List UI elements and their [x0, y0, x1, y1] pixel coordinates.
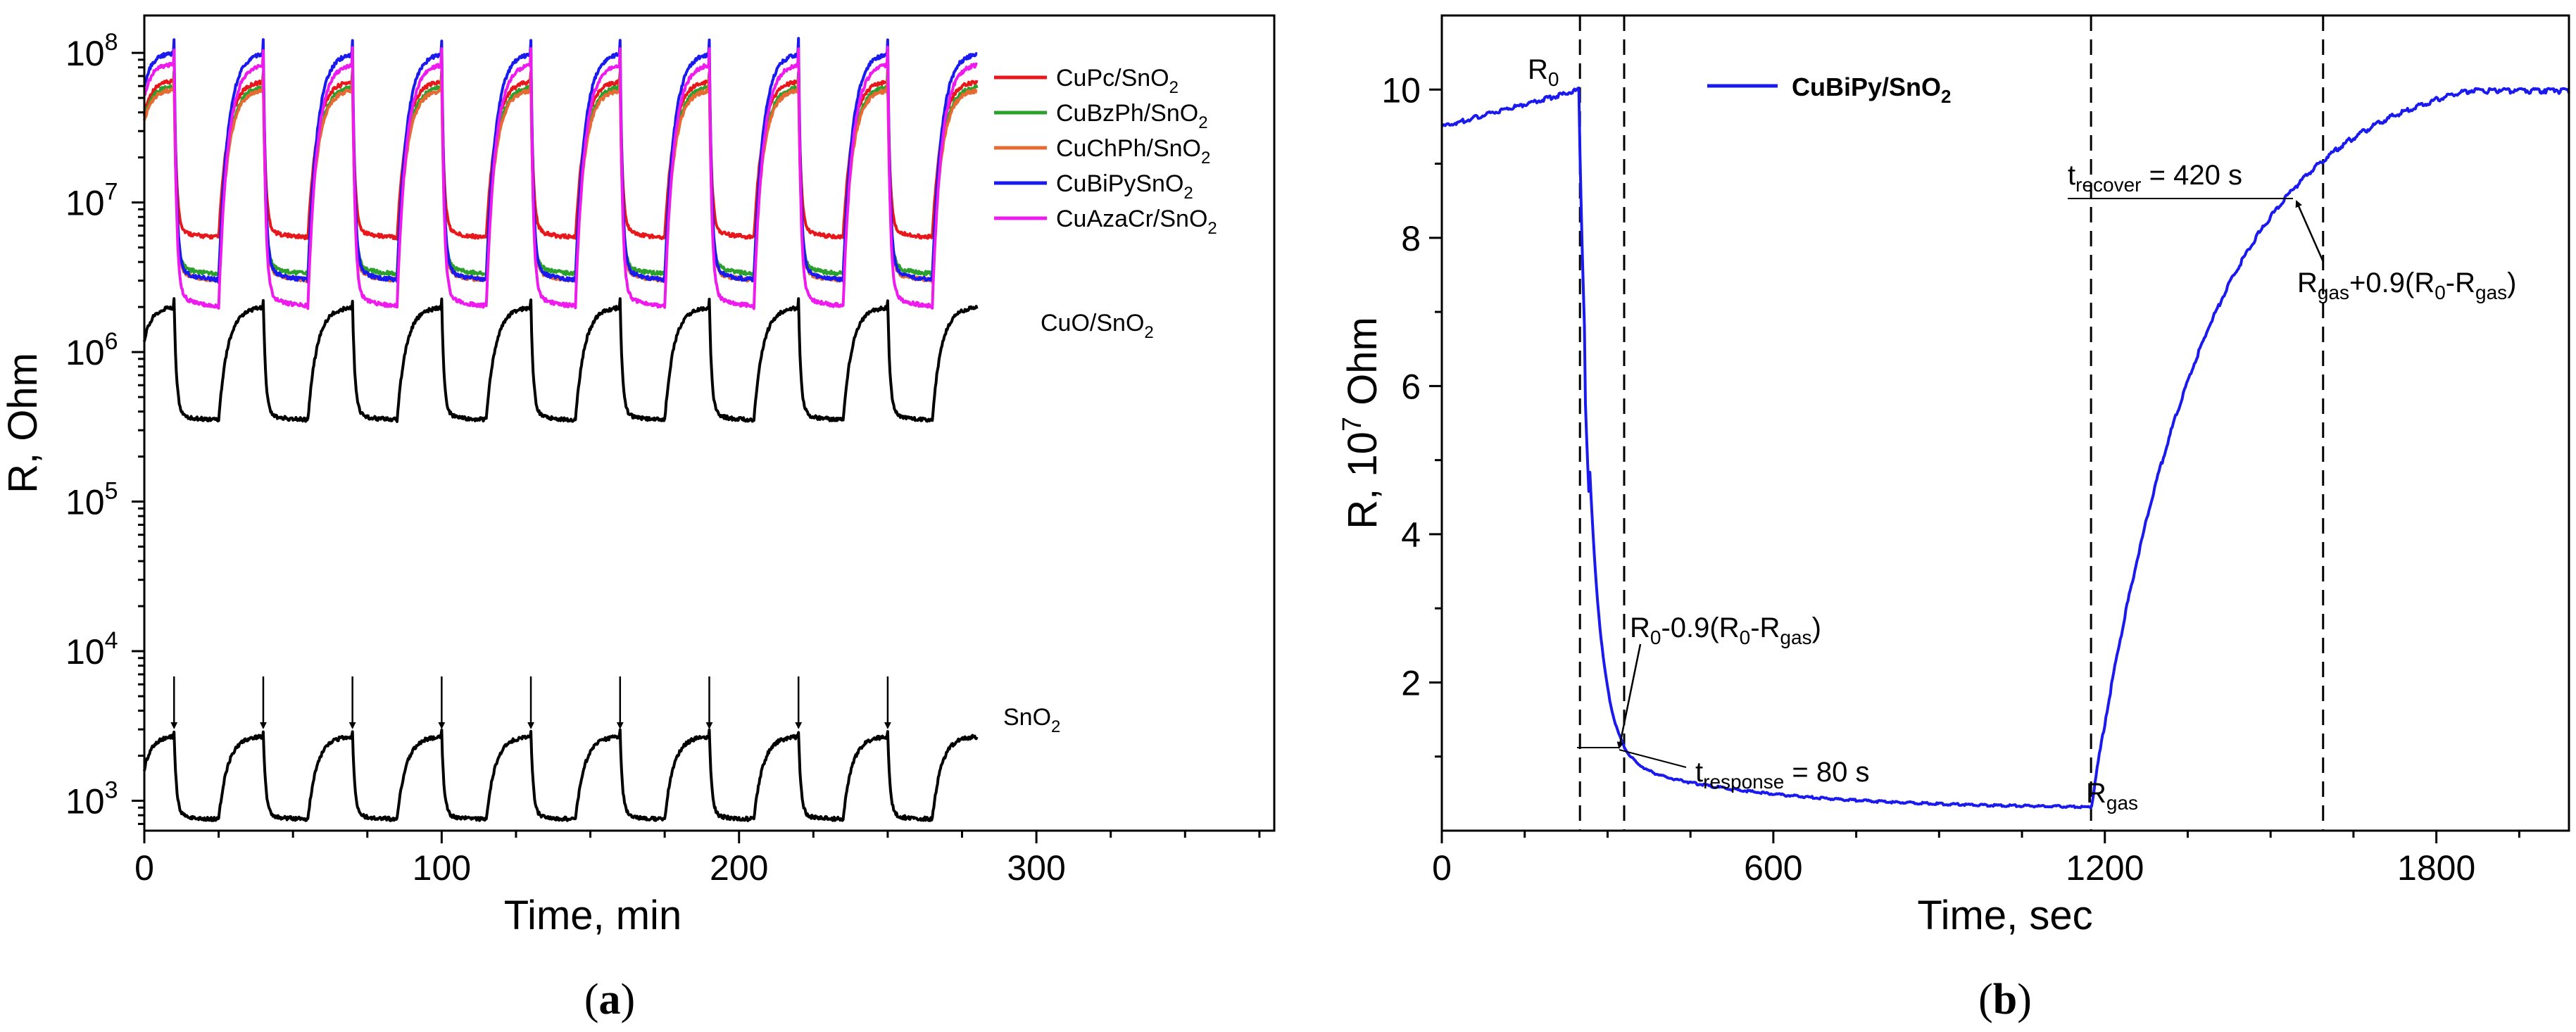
chart-b-y-tick-label: 2 [1401, 663, 1421, 703]
chart-a-y-tick-label: 106 [65, 328, 118, 372]
legend-label: CuPc/SnO2 [1056, 65, 1179, 97]
chart-b-x-tick-label: 600 [1744, 848, 1802, 888]
chart-a-plot-frame [143, 14, 1276, 832]
t-response-label: tresponse = 80 s [1695, 757, 1870, 793]
cuo-sno2-label: CuO/SnO2 [1041, 310, 1154, 342]
chart-b-y-tick-label: 8 [1401, 219, 1421, 258]
chart-a-x-tick-label: 300 [1007, 848, 1065, 888]
chart-b-series [1440, 86, 2570, 810]
chart-b-x-tick-label: 1200 [2066, 848, 2144, 888]
chart-a-y-tick-label: 108 [65, 29, 118, 73]
chart-a-series-cuo-sno2 [143, 297, 979, 423]
chart-a-y-ticks: 103 104 105 106 107 108 [65, 29, 144, 825]
chart-a-series-cupc-sno2 [143, 68, 979, 241]
legend-label: CuChPh/SnO2 [1056, 135, 1210, 168]
recover-arrow [2295, 200, 2325, 263]
chart-a-series-cuazacr-sno2 [143, 45, 979, 310]
chart-b: 0 600 1200 1800 2 4 6 8 10 Time, sec R, 107 Ohm… [1338, 14, 2570, 1024]
chart-a-y-tick-label: 103 [65, 777, 118, 822]
recover-formula: Rgas+0.9(R0-Rgas) [2297, 268, 2517, 303]
chart-b-legend: CuBiPy/SnO2 [1707, 73, 1952, 107]
legend-label: CuAzaCr/SnO2 [1056, 206, 1217, 238]
response-leader [1619, 749, 1687, 768]
chart-b-vertical-lines [1578, 15, 2325, 831]
chart-b-x-tick-label: 1800 [2397, 848, 2475, 888]
chart-a-series [143, 37, 979, 822]
chart-a-panel-label: (a) [584, 976, 635, 1024]
chart-b-panel-label: (b) [1978, 976, 2032, 1024]
chart-a-x-axis-title: Time, min [504, 893, 681, 938]
chart-a-legend: CuPc/SnO2CuBzPh/SnO2CuChPh/SnO2CuBiPySnO… [994, 65, 1217, 238]
chart-b-y-tick-label: 10 [1381, 70, 1421, 110]
response-formula: R0-0.9(R0-Rgas) [1630, 612, 1821, 648]
r0-label: R0 [1528, 54, 1559, 90]
chart-b-y-ticks: 2 4 6 8 10 [1381, 70, 1442, 758]
response-arrow [1616, 643, 1642, 749]
chart-b-x-tick-label: 0 [1432, 848, 1452, 888]
rgas-label: Rgas [2086, 778, 2138, 814]
chart-b-annotations: R0 Rgas R0-0.9(R0-Rgas) tresponse = 80 s… [1528, 54, 2517, 814]
legend-label: CuBzPh/SnO2 [1056, 100, 1208, 132]
chart-b-series-cubipy-sno2 [1440, 86, 2570, 810]
sno2-label: SnO2 [1003, 704, 1060, 736]
chart-b-x-axis-title: Time, sec [1917, 893, 2092, 938]
chart-b-plot-frame [1440, 14, 2570, 832]
chart-a-series-cubzph-sno2 [143, 71, 979, 278]
legend-label: CuBiPySnO2 [1056, 170, 1193, 203]
chart-a-y-axis-title: R, Ohm [0, 353, 46, 493]
chart-a-series-cubipysno2 [143, 37, 978, 284]
chart-b-y-tick-label: 4 [1401, 515, 1421, 555]
chart-b-y-tick-label: 6 [1401, 367, 1421, 406]
chart-a-arrows [170, 676, 891, 729]
legend-label-cubipy: CuBiPy/SnO2 [1792, 73, 1952, 107]
chart-a-y-tick-label: 105 [65, 478, 118, 522]
chart-a-y-tick-label: 104 [65, 627, 118, 672]
chart-b-x-ticks: 0 600 1200 1800 [1432, 831, 2520, 888]
chart-a-x-ticks: 0 100 200 300 [134, 831, 1261, 888]
chart-a-x-tick-label: 0 [134, 848, 154, 888]
chart-a-y-tick-label: 107 [65, 179, 118, 223]
chart-a-x-tick-label: 100 [413, 848, 471, 888]
chart-a-x-tick-label: 200 [710, 848, 768, 888]
chart-b-y-axis-title: R, 107 Ohm [1338, 317, 1386, 529]
t-recover-label: trecover = 420 s [2068, 160, 2242, 196]
chart-a-series-sno2 [143, 728, 979, 822]
